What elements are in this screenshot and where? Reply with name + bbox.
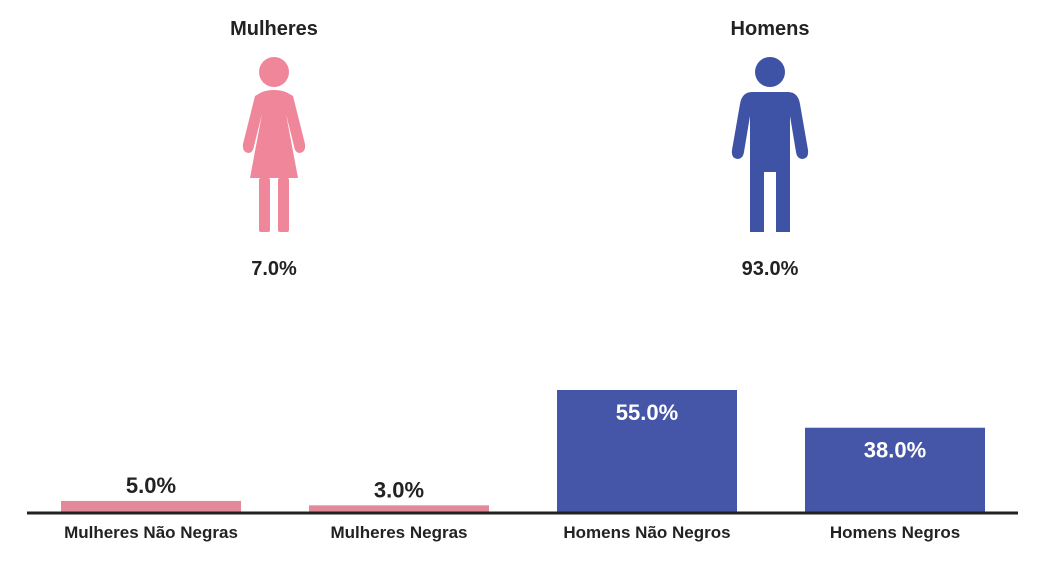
men-title: Homens [730,18,810,40]
women-percentage: 7.0% [251,258,297,280]
data-label-1: 3.0% [374,477,424,502]
man-icon [731,57,809,232]
category-label-2: Homens Não Negros [563,523,730,542]
woman-icon [242,57,306,232]
category-label-3: Homens Negros [830,523,960,542]
data-label-0: 5.0% [126,473,176,498]
data-label-3: 38.0% [864,438,926,463]
bar-3 [805,427,985,512]
men-percentage: 93.0% [741,258,799,280]
data-label-2: 55.0% [616,400,678,425]
category-label-0: Mulheres Não Negras [64,523,238,542]
bar-1 [309,505,489,512]
bar-2 [557,390,737,512]
category-label-1: Mulheres Negras [331,523,468,542]
bar-0 [61,500,241,512]
women-title: Mulheres [230,18,318,40]
